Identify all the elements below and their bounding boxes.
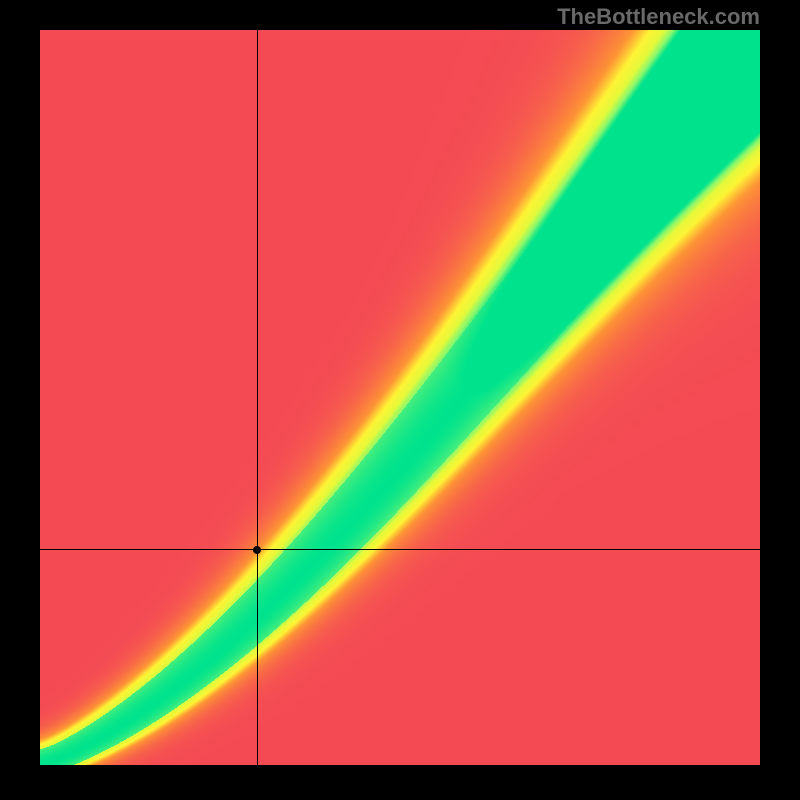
bottleneck-heatmap — [40, 30, 760, 765]
crosshair-vertical — [257, 30, 258, 765]
chart-container: TheBottleneck.com — [0, 0, 800, 800]
watermark-text: TheBottleneck.com — [557, 4, 760, 30]
crosshair-horizontal — [40, 549, 760, 550]
